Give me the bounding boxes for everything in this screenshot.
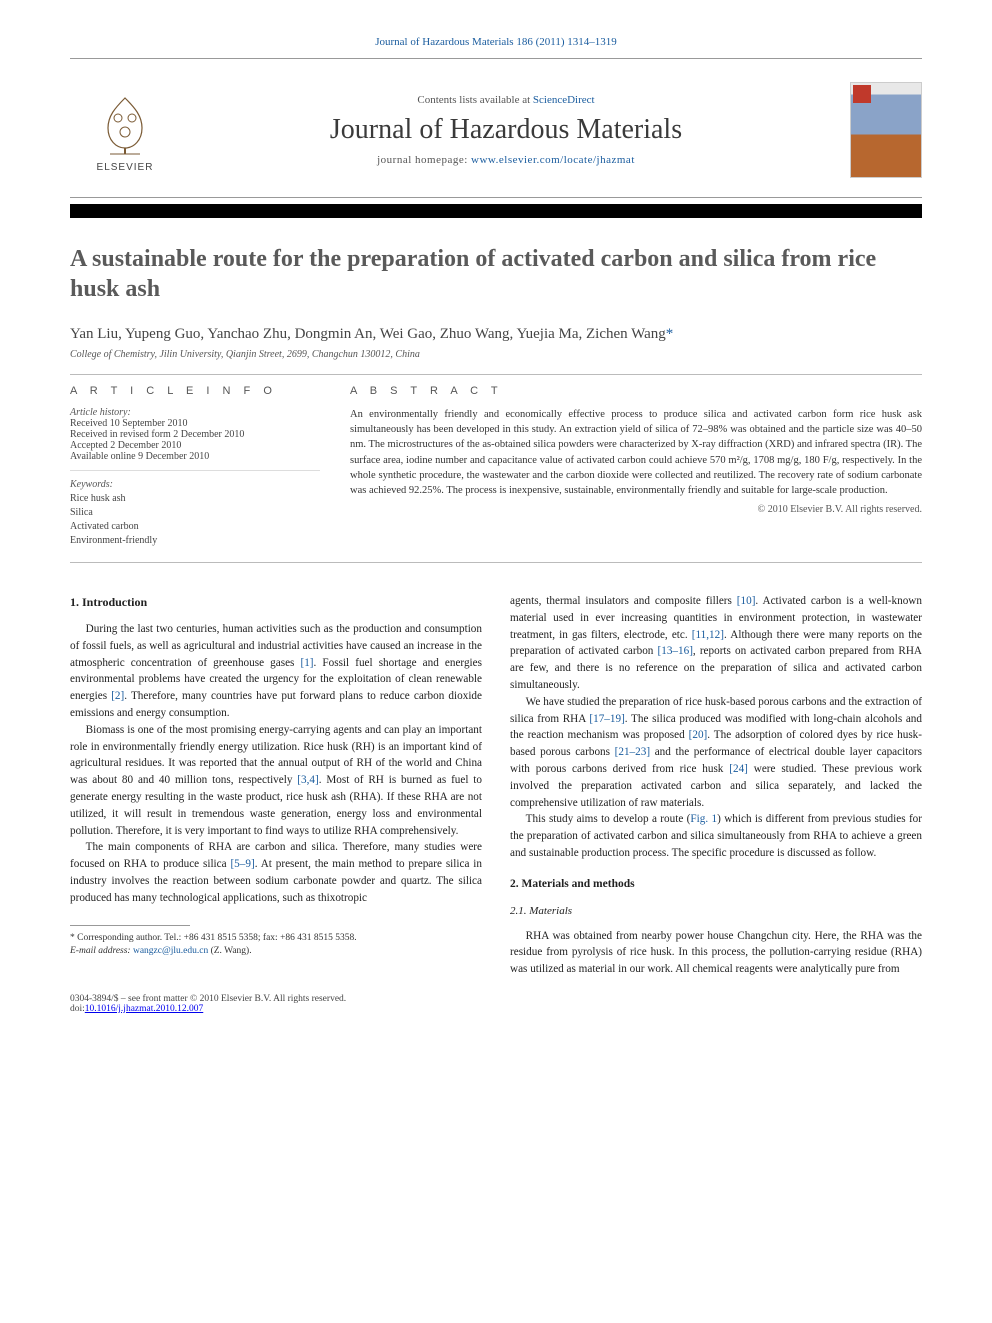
doi-line: doi:10.1016/j.jhazmat.2010.12.007: [70, 1004, 922, 1014]
citation-link[interactable]: [3,4]: [297, 774, 318, 786]
corresponding-footnote: * Corresponding author. Tel.: +86 431 85…: [70, 932, 482, 959]
abstract-copyright: © 2010 Elsevier B.V. All rights reserved…: [350, 504, 922, 515]
keyword: Activated carbon: [70, 520, 320, 534]
authors-text: Yan Liu, Yupeng Guo, Yanchao Zhu, Dongmi…: [70, 326, 666, 342]
citation-link[interactable]: [24]: [729, 763, 748, 775]
journal-header: ELSEVIER Contents lists available at Sci…: [70, 58, 922, 198]
doi-label: doi:: [70, 1004, 85, 1014]
footnote-separator: [70, 925, 190, 926]
citation-link[interactable]: [5–9]: [230, 858, 254, 870]
body-paragraph: agents, thermal insulators and composite…: [510, 593, 922, 694]
author-list: Yan Liu, Yupeng Guo, Yanchao Zhu, Dongmi…: [70, 326, 922, 343]
email-link[interactable]: wangzc@jlu.edu.cn: [133, 946, 208, 956]
corresponding-marker: *: [666, 326, 674, 342]
footnote-corr-text: Corresponding author. Tel.: +86 431 8515…: [75, 933, 357, 943]
section-heading-methods: 2. Materials and methods: [510, 876, 922, 893]
publisher-logo-block: ELSEVIER: [70, 88, 180, 173]
body-paragraph: RHA was obtained from nearby power house…: [510, 928, 922, 978]
contents-line: Contents lists available at ScienceDirec…: [180, 94, 832, 106]
homepage-line: journal homepage: www.elsevier.com/locat…: [180, 154, 832, 166]
history-item: Available online 9 December 2010: [70, 451, 320, 462]
history-label: Article history:: [70, 407, 320, 418]
front-matter-line: 0304-3894/$ – see front matter © 2010 El…: [70, 994, 922, 1004]
history-item: Accepted 2 December 2010: [70, 440, 320, 451]
publisher-label: ELSEVIER: [97, 162, 154, 173]
journal-name: Journal of Hazardous Materials: [180, 114, 832, 146]
sciencedirect-link[interactable]: ScienceDirect: [533, 94, 595, 106]
citation-link[interactable]: [17–19]: [589, 713, 624, 725]
footnote-email-suffix: (Z. Wang).: [208, 946, 251, 956]
journal-cover-thumbnail: [850, 82, 922, 178]
abstract-heading: A B S T R A C T: [350, 385, 922, 397]
body-paragraph: During the last two centuries, human act…: [70, 621, 482, 722]
article-title: A sustainable route for the preparation …: [70, 244, 922, 304]
elsevier-tree-icon: [90, 88, 160, 158]
section-heading-intro: 1. Introduction: [70, 593, 482, 611]
front-matter-block: 0304-3894/$ – see front matter © 2010 El…: [70, 994, 922, 1014]
affiliation: College of Chemistry, Jilin University, …: [70, 349, 922, 360]
citation-link[interactable]: [11,12]: [692, 629, 724, 641]
doi-link[interactable]: 10.1016/j.jhazmat.2010.12.007: [85, 1004, 203, 1014]
header-divider-bar: [70, 204, 922, 218]
abstract-text: An environmentally friendly and economic…: [350, 407, 922, 498]
homepage-link[interactable]: www.elsevier.com/locate/jhazmat: [471, 154, 635, 166]
article-info-block: A R T I C L E I N F O Article history: R…: [70, 385, 320, 548]
keyword: Environment-friendly: [70, 534, 320, 548]
body-columns: 1. Introduction During the last two cent…: [70, 593, 922, 978]
citation-link[interactable]: [2]: [111, 690, 124, 702]
keyword: Rice husk ash: [70, 492, 320, 506]
contents-prefix: Contents lists available at: [417, 94, 532, 106]
citation-link[interactable]: [10]: [737, 595, 756, 607]
footnote-email-label: E-mail address:: [70, 946, 133, 956]
abstract-block: A B S T R A C T An environmentally frien…: [350, 385, 922, 548]
keywords-list: Rice husk ash Silica Activated carbon En…: [70, 492, 320, 548]
history-item: Received 10 September 2010: [70, 418, 320, 429]
figure-link[interactable]: Fig. 1: [690, 813, 717, 825]
body-paragraph: We have studied the preparation of rice …: [510, 694, 922, 812]
body-paragraph: This study aims to develop a route (Fig.…: [510, 811, 922, 861]
keyword: Silica: [70, 506, 320, 520]
homepage-prefix: journal homepage:: [377, 154, 471, 166]
keywords-label: Keywords:: [70, 479, 320, 490]
citation-link[interactable]: [21–23]: [615, 746, 650, 758]
citation-link[interactable]: [13–16]: [658, 645, 693, 657]
article-info-heading: A R T I C L E I N F O: [70, 385, 320, 397]
subsection-heading-materials: 2.1. Materials: [510, 903, 922, 920]
body-paragraph: The main components of RHA are carbon an…: [70, 839, 482, 906]
top-citation: Journal of Hazardous Materials 186 (2011…: [70, 36, 922, 48]
history-item: Received in revised form 2 December 2010: [70, 429, 320, 440]
citation-link[interactable]: [20]: [689, 729, 708, 741]
body-paragraph: Biomass is one of the most promising ene…: [70, 722, 482, 840]
article-meta-row: A R T I C L E I N F O Article history: R…: [70, 374, 922, 563]
citation-link[interactable]: [1]: [300, 657, 313, 669]
